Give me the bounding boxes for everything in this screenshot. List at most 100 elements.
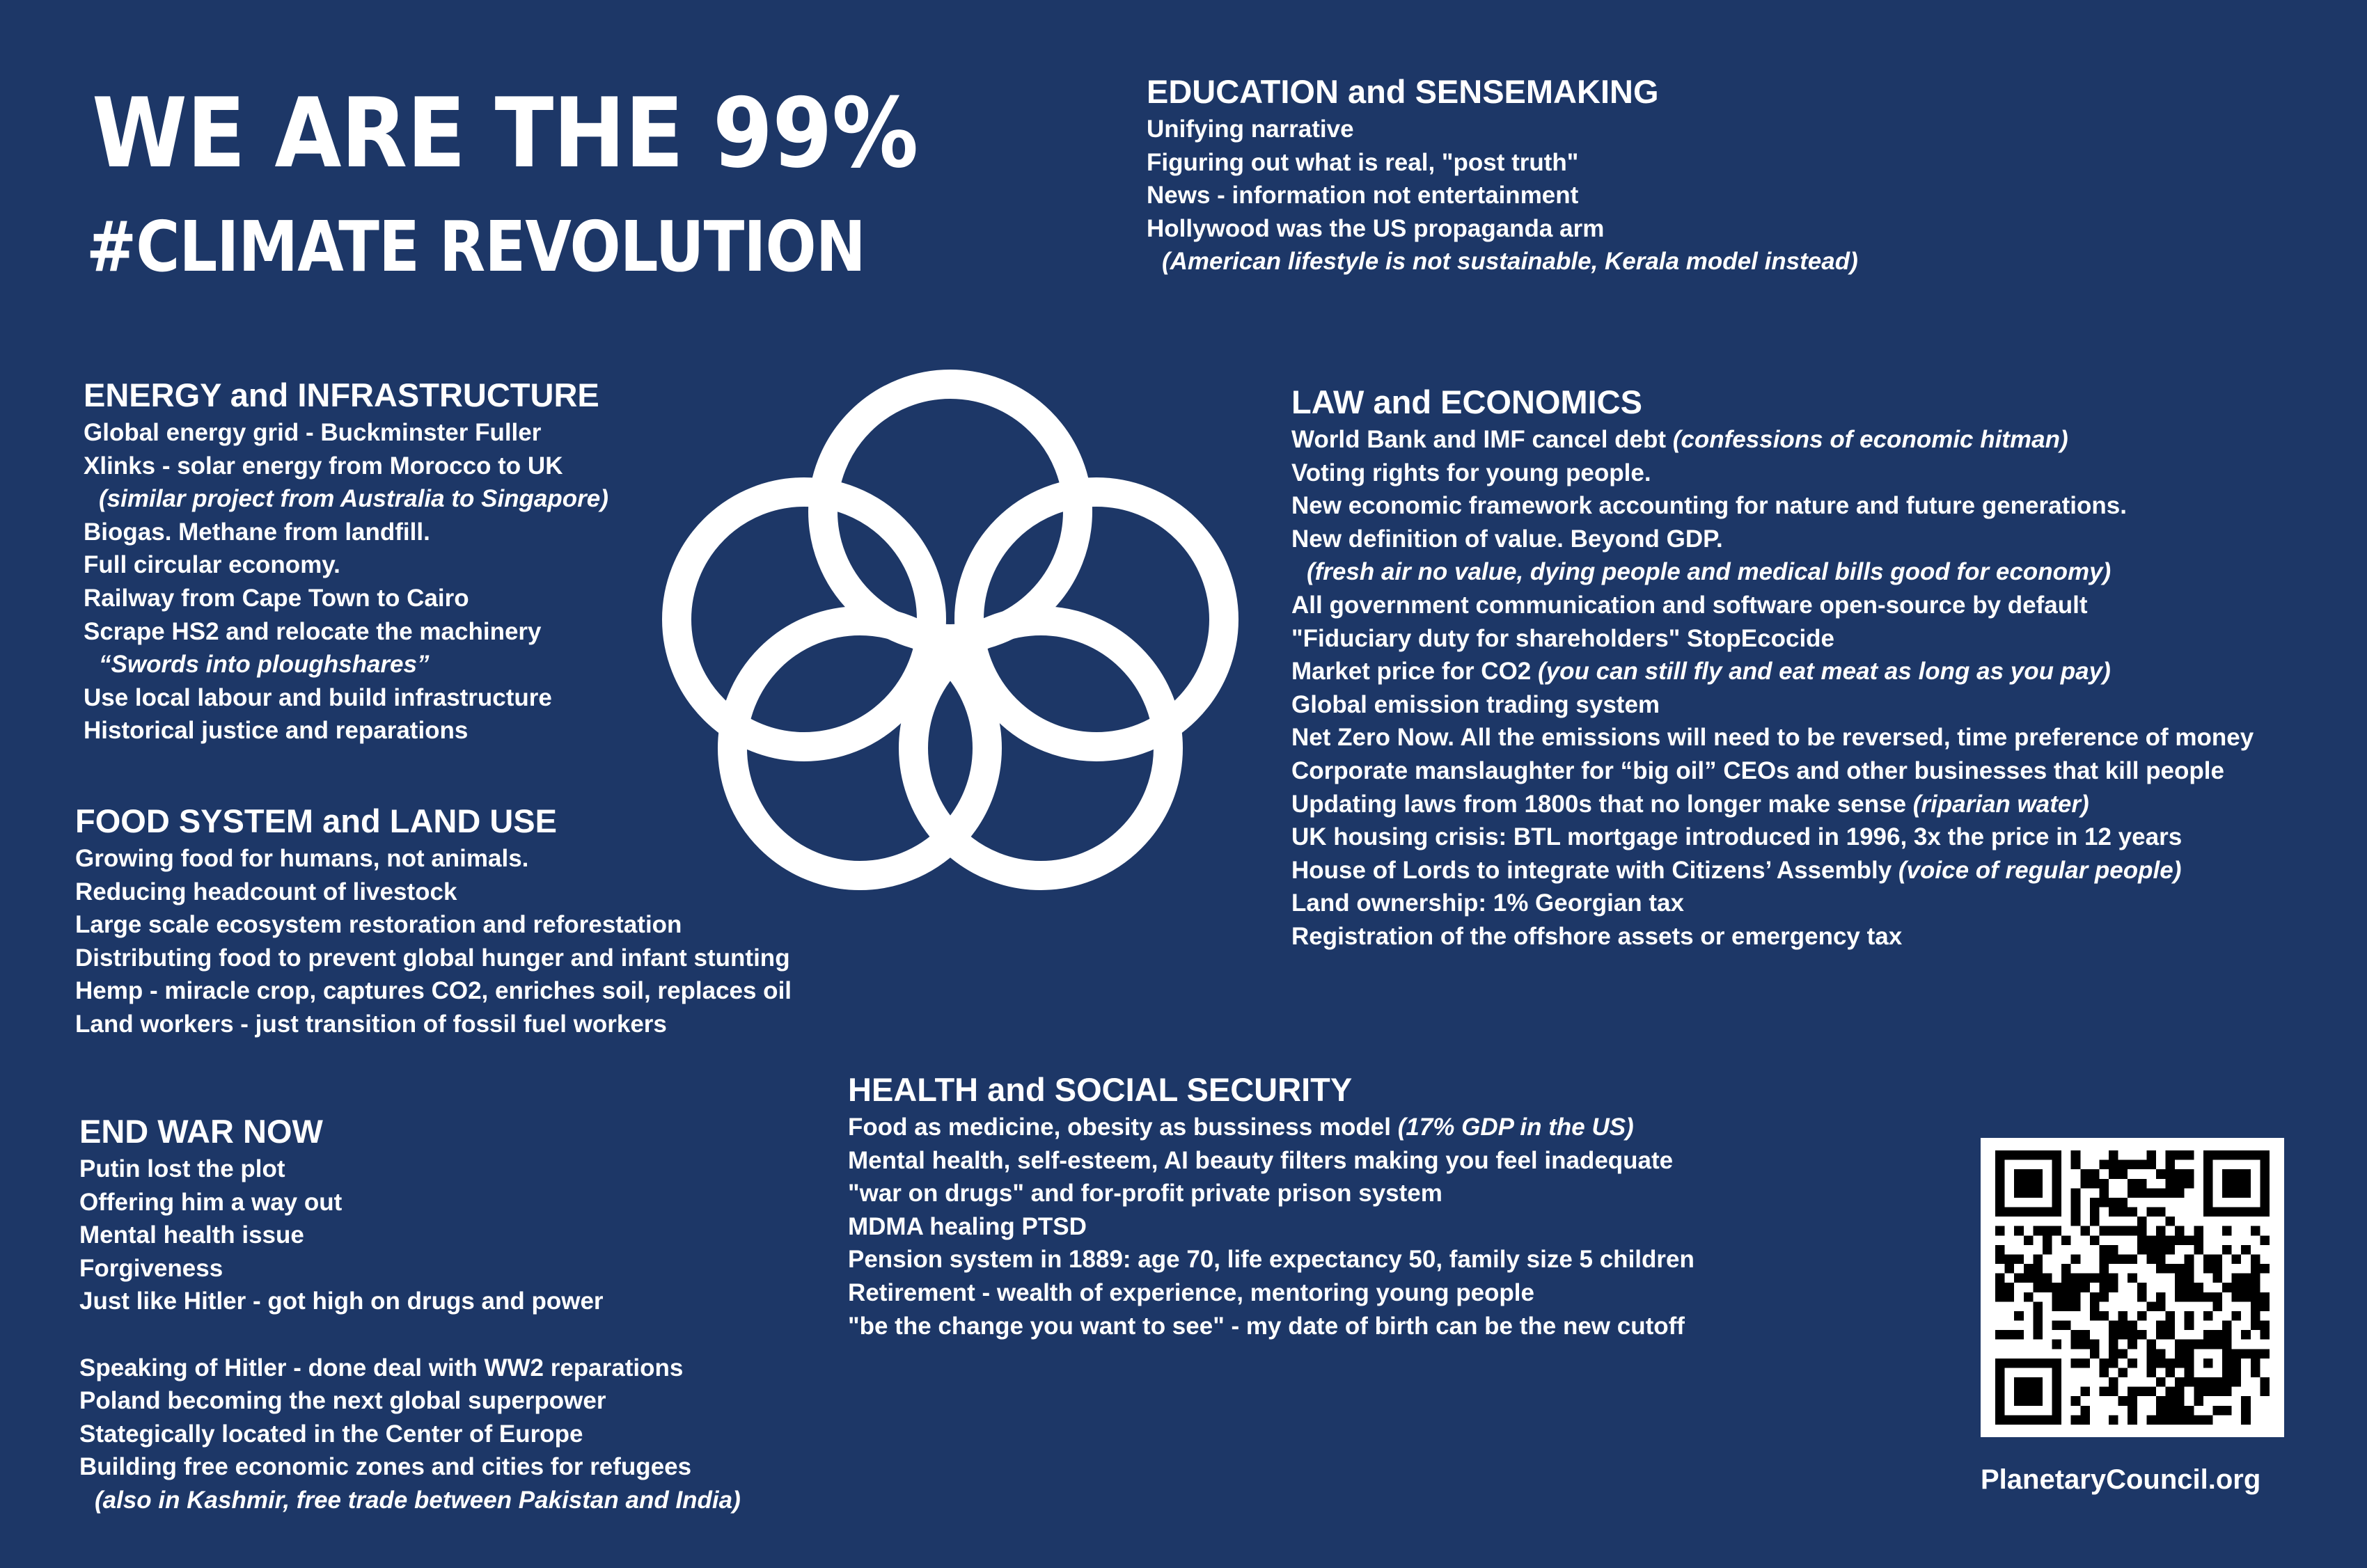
list-item: UK housing crisis: BTL mortgage introduc… (1291, 821, 2254, 854)
item-text: Corporate manslaughter for “big oil” CEO… (1291, 757, 2224, 784)
item-text: Forgiveness (79, 1254, 223, 1282)
section-law: LAW and ECONOMICS World Bank and IMF can… (1291, 381, 2254, 953)
list-item: Growing food for humans, not animals. (75, 842, 792, 876)
section-health: HEALTH and SOCIAL SECURITY Food as medic… (848, 1069, 1694, 1343)
list-item: “Swords into ploughshares” (84, 648, 608, 681)
list-item: (similar project from Australia to Singa… (84, 482, 608, 516)
section-title: HEALTH and SOCIAL SECURITY (848, 1071, 1353, 1108)
list-item: World Bank and IMF cancel debt (confessi… (1291, 423, 2254, 457)
item-text: Growing food for humans, not animals. (75, 845, 529, 872)
list-item: News - information not entertainment (1147, 179, 1858, 212)
item-text: Speaking of Hitler - done deal with WW2 … (79, 1354, 684, 1381)
ring-bottom-left (718, 606, 1002, 890)
list-item: Registration of the offshore assets or e… (1291, 920, 2254, 953)
section-title: END WAR NOW (79, 1113, 323, 1150)
section-list: Growing food for humans, not animals. Red… (75, 842, 792, 1041)
list-item: Global energy grid - Buckminster Fuller (84, 416, 608, 450)
item-text: Retirement - wealth of experience, mento… (848, 1278, 1534, 1306)
headline-hashtag: #CLIMATE REVOLUTION (86, 206, 866, 287)
list-item: Forgiveness (79, 1252, 741, 1285)
list-item: Historical justice and reparations (84, 714, 608, 747)
list-item: Railway from Cape Town to Cairo (84, 582, 608, 615)
section-list: Food as medicine, obesity as bussiness m… (848, 1111, 1694, 1343)
item-text: New definition of value. Beyond GDP. (1291, 525, 1723, 553)
list-item: New definition of value. Beyond GDP. (1291, 523, 2254, 556)
item-text: "be the change you want to see" - my dat… (848, 1312, 1685, 1340)
item-note: (similar project from Australia to Singa… (99, 485, 608, 513)
list-item: Scrape HS2 and relocate the machinery (84, 615, 608, 649)
list-item: Land workers - just transition of fossil… (75, 1008, 792, 1041)
list-item: Unifying narrative (1147, 113, 1858, 146)
item-text: House of Lords to integrate with Citizen… (1291, 856, 1898, 884)
item-text: Pension system in 1889: age 70, life exp… (848, 1246, 1694, 1274)
list-item: Corporate manslaughter for “big oil” CEO… (1291, 754, 2254, 788)
item-text: "war on drugs" and for-profit private pr… (848, 1180, 1442, 1207)
qr-code[interactable] (1981, 1138, 2284, 1437)
list-item: "war on drugs" and for-profit private pr… (848, 1177, 1694, 1210)
five-interlocking-rings-icon (662, 370, 1238, 890)
ring-left (662, 477, 946, 761)
headline-title: WE ARE THE 99% (92, 77, 918, 189)
item-text: Biogas. Methane from landfill. (84, 518, 430, 546)
item-text: Hemp - miracle crop, captures CO2, enric… (75, 977, 792, 1005)
item-text: UK housing crisis: BTL mortgage introduc… (1291, 823, 2183, 851)
website-link[interactable]: PlanetaryCouncil.org (1981, 1464, 2261, 1495)
item-text: Putin lost the plot (79, 1155, 285, 1182)
list-item: Reducing headcount of livestock (75, 876, 792, 909)
item-note: “Swords into ploughshares” (99, 651, 430, 679)
item-text: News - information not entertainment (1147, 182, 1579, 209)
item-note: (riparian water) (1912, 790, 2089, 818)
section-title: FOOD SYSTEM and LAND USE (75, 802, 557, 839)
item-text: Scrape HS2 and relocate the machinery (84, 617, 542, 645)
list-item: Speaking of Hitler - done deal with WW2 … (79, 1352, 741, 1385)
item-note: (confessions of economic hitman) (1672, 426, 2068, 453)
item-note: (also in Kashmir, free trade between Pak… (95, 1486, 741, 1514)
item-text: Figuring out what is real, "post truth" (1147, 148, 1579, 176)
item-text: Updating laws from 1800s that no longer … (1291, 790, 1913, 818)
list-item: Stategically located in the Center of Eu… (79, 1418, 741, 1451)
section-list: Global energy grid - Buckminster Fuller X… (84, 416, 608, 747)
qr-code-icon (1995, 1150, 2270, 1425)
list-item: Xlinks - solar energy from Morocco to UK (84, 450, 608, 483)
section-food: FOOD SYSTEM and LAND USE Growing food fo… (75, 800, 792, 1041)
item-text: Distributing food to prevent global hung… (75, 944, 790, 972)
list-item: Land ownership: 1% Georgian tax (1291, 887, 2254, 920)
list-item: Poland becoming the next global superpow… (79, 1384, 741, 1418)
item-text: Full circular economy. (84, 551, 340, 579)
list-item: Large scale ecosystem restoration and re… (75, 908, 792, 942)
ring-right (954, 477, 1238, 761)
section-title: LAW and ECONOMICS (1291, 383, 1642, 420)
item-text: Poland becoming the next global superpow… (79, 1387, 606, 1415)
section-title: EDUCATION and SENSEMAKING (1147, 73, 1659, 110)
item-text: Net Zero Now. All the emissions will nee… (1291, 724, 2254, 752)
item-text: Land workers - just transition of fossil… (75, 1010, 667, 1038)
list-item: (fresh air no value, dying people and me… (1291, 555, 2254, 589)
item-text: Use local labour and build infrastructur… (84, 683, 552, 711)
section-energy: ENERGY and INFRASTRUCTURE Global energy … (84, 374, 608, 747)
item-text: Railway from Cape Town to Cairo (84, 584, 469, 612)
list-item: Putin lost the plot (79, 1153, 741, 1186)
item-text: Large scale ecosystem restoration and re… (75, 911, 682, 939)
item-text: New economic framework accounting for na… (1291, 492, 2127, 520)
item-text: Global energy grid - Buckminster Fuller (84, 419, 542, 446)
ring-bottom-right (899, 606, 1183, 890)
item-text: Just like Hitler - got high on drugs and… (79, 1288, 604, 1315)
item-text: Mental health issue (79, 1221, 304, 1249)
item-note: (voice of regular people) (1898, 856, 2182, 884)
list-item: Mental health, self-esteem, AI beauty fi… (848, 1144, 1694, 1178)
item-text: Global emission trading system (1291, 690, 1660, 718)
item-text: MDMA healing PTSD (848, 1212, 1087, 1240)
section-education: EDUCATION and SENSEMAKING Unifying narra… (1147, 71, 1858, 278)
list-item: Net Zero Now. All the emissions will nee… (1291, 721, 2254, 754)
item-note: (you can still fly and eat meat as long … (1538, 658, 2111, 686)
list-item: Retirement - wealth of experience, mento… (848, 1276, 1694, 1310)
list-item: Figuring out what is real, "post truth" (1147, 146, 1858, 180)
item-text: Stategically located in the Center of Eu… (79, 1420, 583, 1448)
item-text: Registration of the offshore assets or e… (1291, 922, 1903, 950)
list-item: (also in Kashmir, free trade between Pak… (79, 1484, 741, 1517)
list-item: Distributing food to prevent global hung… (75, 942, 792, 975)
item-text: Historical justice and reparations (84, 717, 469, 745)
section-war: END WAR NOW Putin lost the plot Offering … (79, 1111, 741, 1517)
item-text: Xlinks - solar energy from Morocco to UK (84, 452, 563, 480)
item-text: Hollywood was the US propaganda arm (1147, 214, 1605, 242)
